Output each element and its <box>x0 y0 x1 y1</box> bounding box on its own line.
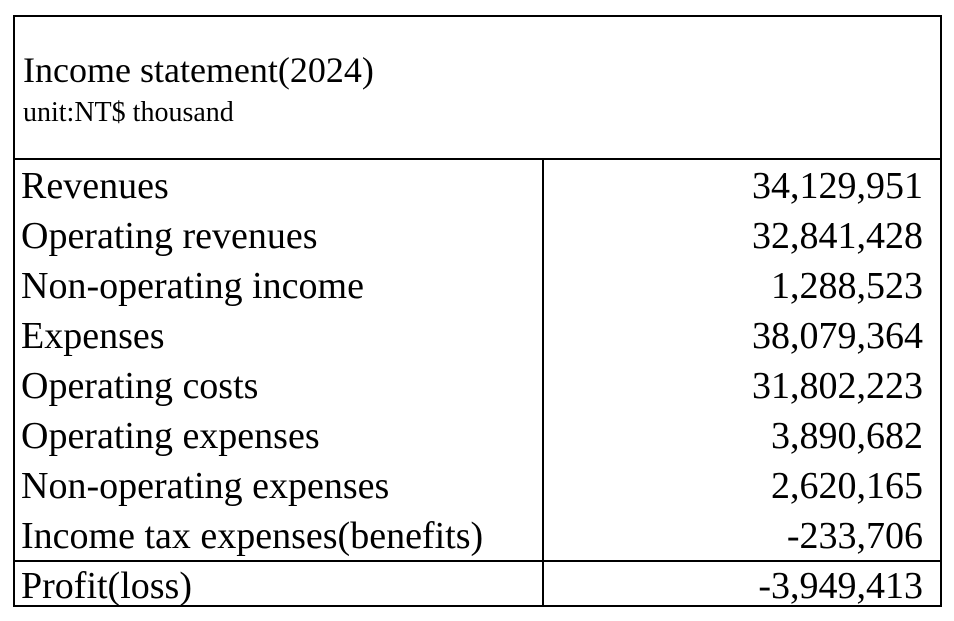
unit-label: unit:NT$ thousand <box>23 97 234 128</box>
row-value: 3,890,682 <box>771 415 923 457</box>
row-operating-costs: Operating costs 31,802,223 <box>15 361 940 411</box>
row-label: Non-operating income <box>21 265 364 307</box>
column-divider <box>542 158 544 607</box>
row-revenues: Revenues 34,129,951 <box>15 161 940 211</box>
row-label: Non-operating expenses <box>21 465 390 507</box>
income-statement-table: Income statement(2024) unit:NT$ thousand… <box>13 15 942 607</box>
row-value: 31,802,223 <box>752 365 923 407</box>
row-operating-revenues: Operating revenues 32,841,428 <box>15 211 940 261</box>
row-value: -233,706 <box>786 515 923 557</box>
row-income-tax: Income tax expenses(benefits) -233,706 <box>15 511 940 561</box>
row-label: Income tax expenses(benefits) <box>21 515 484 557</box>
row-profit-loss: Profit(loss) -3,949,413 <box>15 561 940 611</box>
row-label: Operating revenues <box>21 215 318 257</box>
row-value: 2,620,165 <box>771 465 923 507</box>
row-label: Expenses <box>21 315 165 357</box>
row-label: Operating expenses <box>21 415 320 457</box>
table-header: Income statement(2024) unit:NT$ thousand <box>15 17 940 160</box>
total-separator <box>15 560 940 562</box>
row-label: Profit(loss) <box>21 565 192 607</box>
row-label: Revenues <box>21 165 169 207</box>
row-value: 1,288,523 <box>771 265 923 307</box>
row-operating-expenses: Operating expenses 3,890,682 <box>15 411 940 461</box>
row-label: Operating costs <box>21 365 259 407</box>
row-non-operating-expenses: Non-operating expenses 2,620,165 <box>15 461 940 511</box>
row-expenses: Expenses 38,079,364 <box>15 311 940 361</box>
statement-title: Income statement(2024) <box>23 50 374 90</box>
row-value: 38,079,364 <box>752 315 923 357</box>
row-value: 32,841,428 <box>752 215 923 257</box>
row-value: 34,129,951 <box>752 165 923 207</box>
row-value: -3,949,413 <box>758 565 923 607</box>
row-non-operating-income: Non-operating income 1,288,523 <box>15 261 940 311</box>
